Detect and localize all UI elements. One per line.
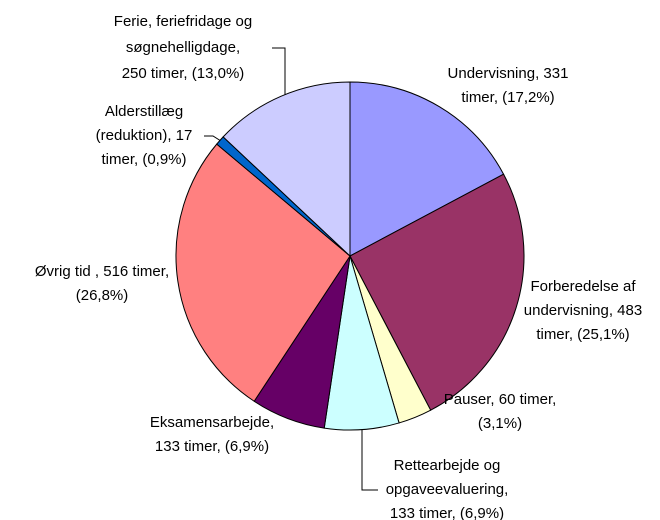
data-label: 133 timer, (6,9%) xyxy=(155,438,269,455)
data-label: undervisning, 483 xyxy=(524,302,642,319)
data-label: Rettearbejde og xyxy=(394,457,501,474)
leader-line xyxy=(361,428,378,491)
data-label: Alderstillæg xyxy=(105,103,183,120)
data-label: Undervisning, 331 xyxy=(448,65,569,82)
data-label: (reduktion), 17 xyxy=(96,127,193,144)
data-label: 133 timer, (6,9%) xyxy=(390,505,504,520)
data-label: Øvrig tid , 516 timer, xyxy=(35,263,169,280)
pie-slice xyxy=(349,81,505,257)
data-label: (26,8%) xyxy=(76,287,129,304)
data-label: Forberedelse af xyxy=(530,278,636,295)
data-label: søgnehelligdage, xyxy=(126,39,240,56)
pie-slice xyxy=(222,81,351,258)
data-label: timer, (25,1%) xyxy=(536,326,629,343)
leader-line xyxy=(272,47,286,104)
data-label: timer, (17,2%) xyxy=(461,89,554,106)
data-label: Ferie, feriefridage og xyxy=(114,13,252,30)
pie-slice xyxy=(349,173,525,411)
data-label: timer, (0,9%) xyxy=(101,151,186,168)
data-label: 250 timer, (13,0%) xyxy=(122,65,245,82)
data-label: Eksamensarbejde, xyxy=(150,414,274,431)
data-label: Pauser, 60 timer, xyxy=(444,391,557,408)
data-label: (3,1%) xyxy=(478,415,522,432)
pie-slice xyxy=(175,143,351,402)
data-label: opgaveevaluering, xyxy=(386,481,509,498)
